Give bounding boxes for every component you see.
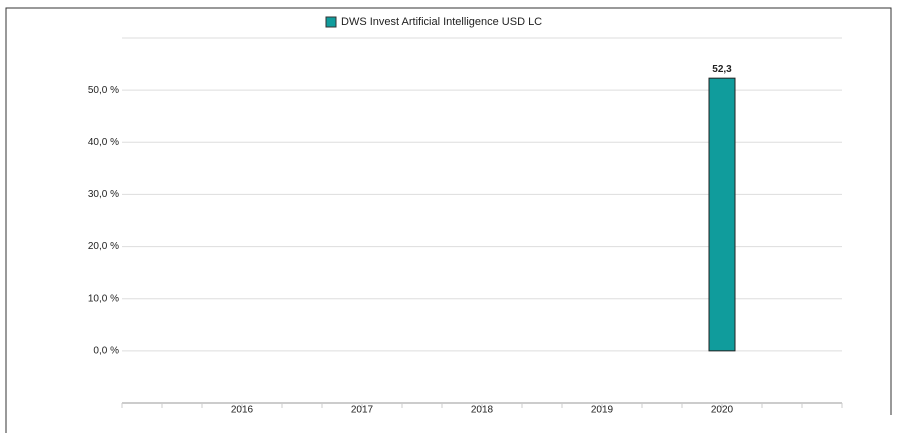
y-tick-label: 10,0 % (88, 293, 119, 304)
x-tick-label: 2020 (711, 405, 734, 416)
x-tick-label: 2016 (231, 405, 254, 416)
y-tick-label: 50,0 % (88, 85, 119, 96)
x-tick-label: 2018 (471, 405, 494, 416)
legend-swatch (325, 16, 337, 28)
legend-label: DWS Invest Artificial Intelligence USD L… (341, 16, 542, 28)
y-tick-label: 0,0 % (93, 345, 119, 356)
x-tick-label: 2019 (591, 405, 614, 416)
y-tick-label: 20,0 % (88, 241, 119, 252)
frame (5, 7, 892, 433)
x-tick-label: 2017 (351, 405, 374, 416)
y-tick-label: 30,0 % (88, 189, 119, 200)
data-label: 52,3 (712, 64, 732, 75)
y-tick-label: 40,0 % (88, 137, 119, 148)
bar (708, 77, 736, 352)
